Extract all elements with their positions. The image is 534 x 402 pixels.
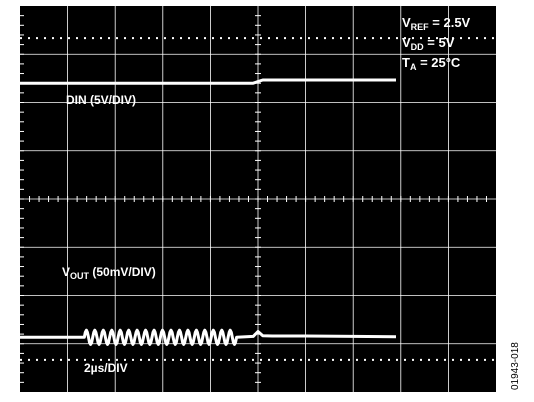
vout-value: (50mV/DIV) (89, 265, 156, 279)
vref-annotation: VREF = 2.5V (402, 15, 471, 32)
vdd-main: V (402, 35, 411, 50)
ta-annotation: TA = 25°C (402, 55, 461, 72)
ta-sub: A (410, 62, 417, 72)
figure-id: 01943-018 (510, 342, 521, 390)
ytick-0: 0 (14, 318, 19, 327)
ytick-10: 10 (11, 295, 20, 304)
vdd-sub: DD (411, 42, 424, 52)
vref-value: = 2.5V (429, 15, 471, 30)
vref-main: V (402, 15, 411, 30)
ytick-90: 90 (11, 101, 20, 110)
vout-label: VOUT (50mV/DIV) (62, 265, 156, 281)
ytick-100: 100 (7, 77, 21, 86)
trace-series-1 (20, 328, 397, 346)
ta-main: T (402, 55, 410, 70)
vdd-annotation: VDD = 5V (402, 35, 455, 52)
time-per-div-label: 2µs/DIV (84, 361, 128, 375)
vref-sub: REF (411, 22, 430, 32)
vout-sub: OUT (70, 271, 90, 281)
din-label: DIN (5V/DIV) (66, 93, 136, 107)
vdd-value: = 5V (424, 35, 455, 50)
trace-series-0 (20, 78, 396, 85)
scope-traces (20, 78, 397, 346)
scope-ticks (20, 15, 496, 383)
vout-main: V (62, 265, 70, 279)
ta-value: = 25°C (416, 55, 460, 70)
